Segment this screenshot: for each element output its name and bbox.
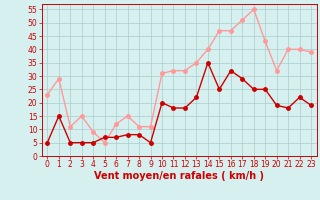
- X-axis label: Vent moyen/en rafales ( km/h ): Vent moyen/en rafales ( km/h ): [94, 171, 264, 181]
